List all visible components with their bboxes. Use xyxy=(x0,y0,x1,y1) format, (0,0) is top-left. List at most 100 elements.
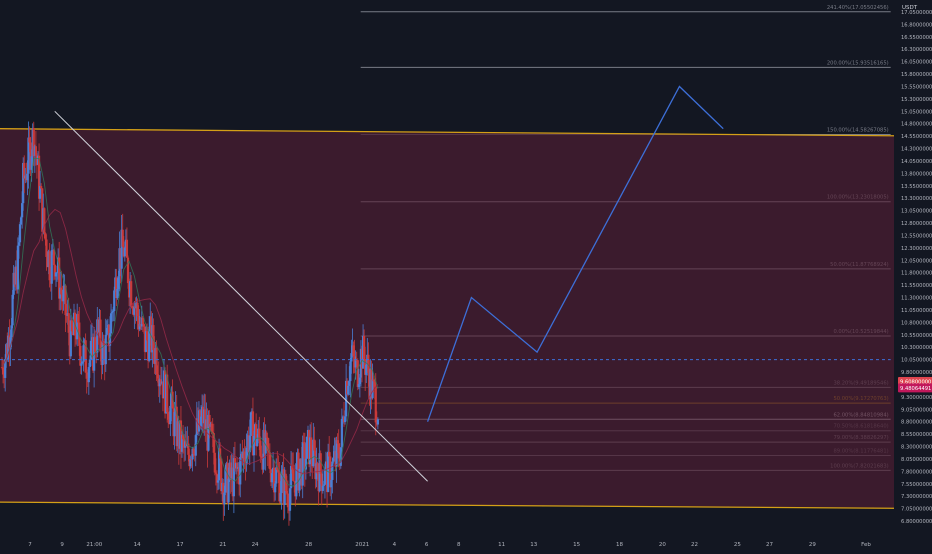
candle-body[interactable] xyxy=(62,289,65,302)
candle-body[interactable] xyxy=(285,491,288,494)
candle-body[interactable] xyxy=(64,285,67,316)
candle-body[interactable] xyxy=(115,277,118,299)
candle-body[interactable] xyxy=(227,478,230,503)
candle-body[interactable] xyxy=(58,257,61,299)
candle-body[interactable] xyxy=(145,331,149,341)
candle-body[interactable] xyxy=(109,313,113,334)
candle-body[interactable] xyxy=(4,359,7,378)
candle-body[interactable] xyxy=(125,239,129,258)
candle-body[interactable] xyxy=(28,137,31,143)
candle-body[interactable] xyxy=(166,374,169,413)
channel-bottom-line[interactable] xyxy=(0,501,932,510)
candle-body[interactable] xyxy=(85,372,88,379)
candle-body[interactable] xyxy=(245,447,248,465)
candle-body[interactable] xyxy=(301,441,304,486)
candle-body[interactable] xyxy=(251,411,255,456)
candle-body[interactable] xyxy=(121,229,124,247)
candle-body[interactable] xyxy=(239,457,242,485)
candle-body[interactable] xyxy=(328,451,331,457)
candle-body[interactable] xyxy=(190,459,193,460)
candle-body[interactable] xyxy=(235,462,239,469)
candle-body[interactable] xyxy=(295,463,298,497)
candle-body[interactable] xyxy=(214,472,217,474)
candle-body[interactable] xyxy=(249,412,252,436)
candle-body[interactable] xyxy=(159,379,162,384)
candle-body[interactable] xyxy=(131,305,134,309)
candle-body[interactable] xyxy=(55,272,59,274)
candle-body[interactable] xyxy=(372,379,375,382)
candle-body[interactable] xyxy=(316,463,319,474)
candle-body[interactable] xyxy=(310,437,313,460)
candle-body[interactable] xyxy=(113,290,116,312)
candle-body[interactable] xyxy=(223,492,226,505)
candle-body[interactable] xyxy=(99,319,102,352)
candle-body[interactable] xyxy=(52,250,55,266)
candle-body[interactable] xyxy=(279,493,282,502)
candle-body[interactable] xyxy=(136,302,139,316)
candle-body[interactable] xyxy=(220,458,223,492)
candle-body[interactable] xyxy=(284,473,287,492)
candle-body[interactable] xyxy=(111,312,114,314)
candle-body[interactable] xyxy=(116,288,119,299)
candle-body[interactable] xyxy=(148,329,151,361)
candle-body[interactable] xyxy=(187,443,190,455)
candle-body[interactable] xyxy=(213,452,216,473)
candle-body[interactable] xyxy=(204,409,207,430)
candle-body[interactable] xyxy=(331,461,334,480)
candle-body[interactable] xyxy=(371,379,374,399)
candle-body[interactable] xyxy=(312,439,315,467)
candle-body[interactable] xyxy=(270,473,274,483)
candle-body[interactable] xyxy=(48,251,51,281)
candle-body[interactable] xyxy=(352,345,355,357)
candle-body[interactable] xyxy=(216,480,220,483)
candle-body[interactable] xyxy=(95,352,98,354)
candle-body[interactable] xyxy=(181,434,185,440)
candle-body[interactable] xyxy=(267,450,270,453)
candle-body[interactable] xyxy=(29,142,32,170)
candle-body[interactable] xyxy=(264,432,267,454)
candle-body[interactable] xyxy=(217,448,221,481)
candle-body[interactable] xyxy=(319,453,322,474)
candle-body[interactable] xyxy=(120,229,123,269)
candle-body[interactable] xyxy=(275,467,278,484)
candle-body[interactable] xyxy=(260,456,263,458)
candle-body[interactable] xyxy=(255,424,258,446)
candle-body[interactable] xyxy=(313,439,316,451)
time-axis[interactable] xyxy=(0,537,894,550)
candle-body[interactable] xyxy=(32,128,35,156)
candle-body[interactable] xyxy=(141,317,144,325)
candle-body[interactable] xyxy=(304,458,307,470)
candle-body[interactable] xyxy=(277,469,280,473)
candle-body[interactable] xyxy=(215,473,219,483)
candle-body[interactable] xyxy=(348,381,351,386)
candle-body[interactable] xyxy=(332,458,335,462)
candle-body[interactable] xyxy=(180,434,184,452)
candle-body[interactable] xyxy=(16,245,19,290)
candle-body[interactable] xyxy=(144,331,148,352)
candle-body[interactable] xyxy=(303,443,306,470)
candle-body[interactable] xyxy=(1,367,5,375)
candle-body[interactable] xyxy=(347,385,350,395)
candle-body[interactable] xyxy=(69,320,72,357)
candle-body[interactable] xyxy=(45,239,48,257)
candle-body[interactable] xyxy=(76,314,79,340)
candle-body[interactable] xyxy=(376,419,379,425)
candle-body[interactable] xyxy=(191,448,194,460)
candle-body[interactable] xyxy=(40,186,43,189)
candle-body[interactable] xyxy=(211,432,214,434)
candle-body[interactable] xyxy=(123,248,126,257)
candle-body[interactable] xyxy=(27,137,30,174)
candle-body[interactable] xyxy=(138,324,141,330)
candle-body[interactable] xyxy=(329,456,332,488)
candle-body[interactable] xyxy=(88,359,91,368)
candle-body[interactable] xyxy=(274,483,277,493)
candle-body[interactable] xyxy=(207,414,210,451)
candle-body[interactable] xyxy=(208,414,211,427)
candle-body[interactable] xyxy=(21,203,24,218)
candle-body[interactable] xyxy=(155,348,158,375)
candle-body[interactable] xyxy=(336,440,339,444)
candle-body[interactable] xyxy=(96,319,99,353)
candle-body[interactable] xyxy=(80,363,83,366)
candle-body[interactable] xyxy=(37,155,41,199)
